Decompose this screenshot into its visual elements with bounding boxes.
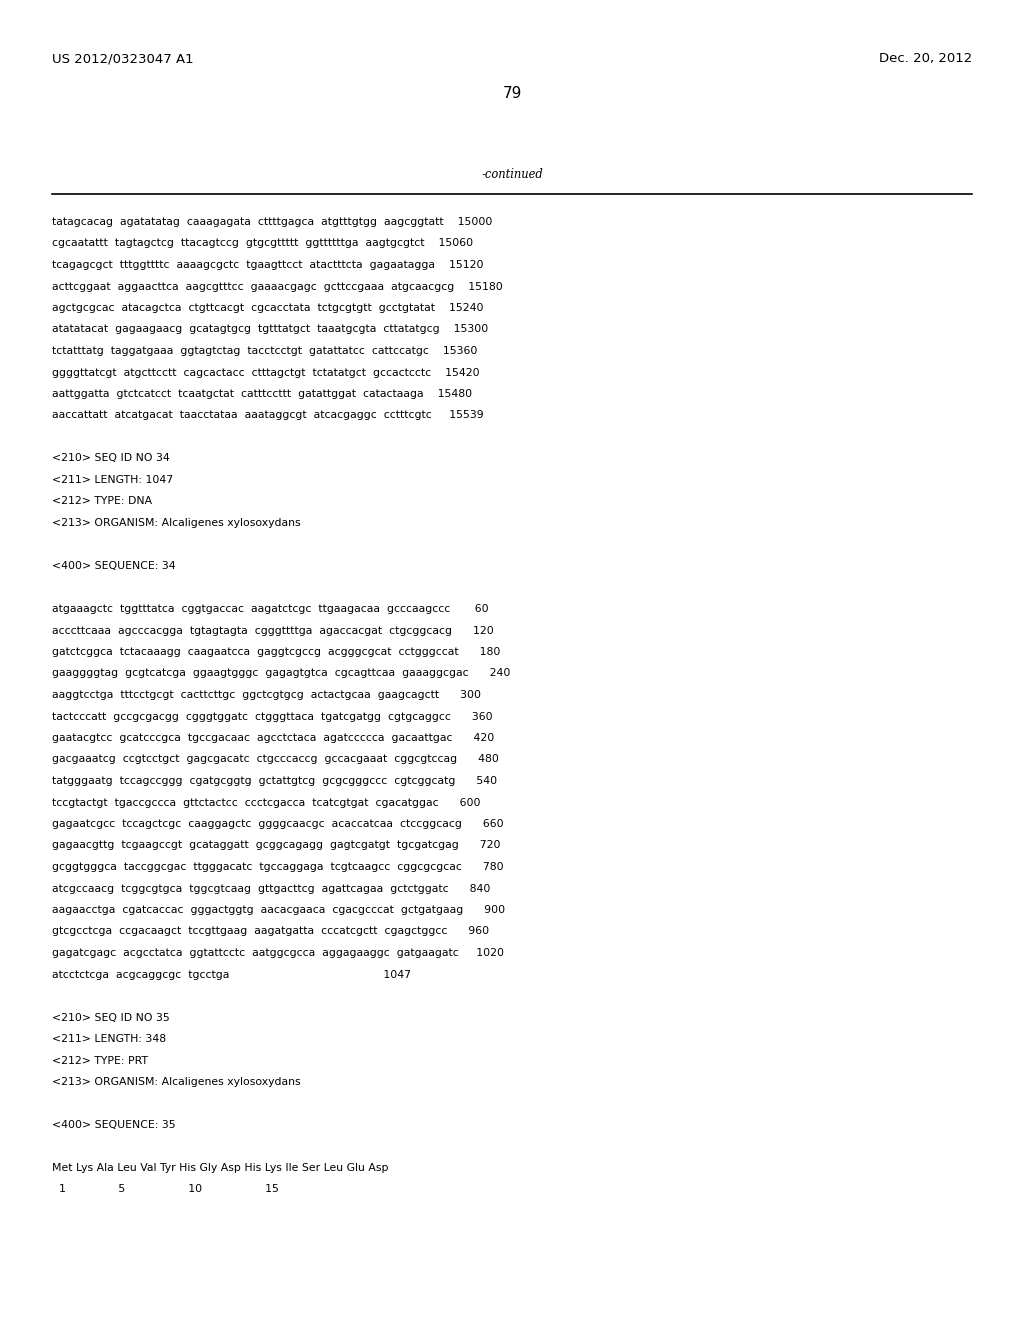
Text: tcagagcgct  tttggttttc  aaaagcgctc  tgaagttcct  atactttcta  gagaatagga    15120: tcagagcgct tttggttttc aaaagcgctc tgaagtt… — [52, 260, 483, 271]
Text: <211> LENGTH: 348: <211> LENGTH: 348 — [52, 1034, 166, 1044]
Text: <211> LENGTH: 1047: <211> LENGTH: 1047 — [52, 475, 173, 484]
Text: gagatcgagc  acgcctatca  ggtattcctc  aatggcgcca  aggagaaggc  gatgaagatc     1020: gagatcgagc acgcctatca ggtattcctc aatggcg… — [52, 948, 504, 958]
Text: atgaaagctc  tggtttatca  cggtgaccac  aagatctcgc  ttgaagacaa  gcccaagccc       60: atgaaagctc tggtttatca cggtgaccac aagatct… — [52, 605, 488, 614]
Text: cgcaatattt  tagtagctcg  ttacagtccg  gtgcgttttt  ggttttttga  aagtgcgtct    15060: cgcaatattt tagtagctcg ttacagtccg gtgcgtt… — [52, 239, 473, 248]
Text: ggggttatcgt  atgcttcctt  cagcactacc  ctttagctgt  tctatatgct  gccactcctc    15420: ggggttatcgt atgcttcctt cagcactacc ctttag… — [52, 367, 479, 378]
Text: aattggatta  gtctcatcct  tcaatgctat  catttccttt  gatattggat  catactaaga    15480: aattggatta gtctcatcct tcaatgctat catttcc… — [52, 389, 472, 399]
Text: Dec. 20, 2012: Dec. 20, 2012 — [879, 51, 972, 65]
Text: <210> SEQ ID NO 35: <210> SEQ ID NO 35 — [52, 1012, 170, 1023]
Text: <213> ORGANISM: Alcaligenes xylosoxydans: <213> ORGANISM: Alcaligenes xylosoxydans — [52, 1077, 301, 1086]
Text: tatagcacag  agatatatag  caaagagata  cttttgagca  atgtttgtgg  aagcggtatt    15000: tatagcacag agatatatag caaagagata cttttga… — [52, 216, 493, 227]
Text: tactcccatt  gccgcgacgg  cgggtggatc  ctgggttaca  tgatcgatgg  cgtgcaggcc      360: tactcccatt gccgcgacgg cgggtggatc ctgggtt… — [52, 711, 493, 722]
Text: aagaacctga  cgatcaccac  gggactggtg  aacacgaaca  cgacgcccat  gctgatgaag      900: aagaacctga cgatcaccac gggactggtg aacacga… — [52, 906, 505, 915]
Text: acttcggaat  aggaacttca  aagcgtttcc  gaaaacgagc  gcttccgaaa  atgcaacgcg    15180: acttcggaat aggaacttca aagcgtttcc gaaaacg… — [52, 281, 503, 292]
Text: <400> SEQUENCE: 35: <400> SEQUENCE: 35 — [52, 1119, 176, 1130]
Text: aaggtcctga  tttcctgcgt  cacttcttgc  ggctcgtgcg  actactgcaa  gaagcagctt      300: aaggtcctga tttcctgcgt cacttcttgc ggctcgt… — [52, 690, 481, 700]
Text: atcgccaacg  tcggcgtgca  tggcgtcaag  gttgacttcg  agattcagaa  gctctggatc      840: atcgccaacg tcggcgtgca tggcgtcaag gttgact… — [52, 883, 490, 894]
Text: atcctctcga  acgcaggcgc  tgcctga                                            1047: atcctctcga acgcaggcgc tgcctga 1047 — [52, 969, 411, 979]
Text: atatatacat  gagaagaacg  gcatagtgcg  tgtttatgct  taaatgcgta  cttatatgcg    15300: atatatacat gagaagaacg gcatagtgcg tgtttat… — [52, 325, 488, 334]
Text: gagaatcgcc  tccagctcgc  caaggagctc  ggggcaacgc  acaccatcaa  ctccggcacg      660: gagaatcgcc tccagctcgc caaggagctc ggggcaa… — [52, 818, 504, 829]
Text: <212> TYPE: PRT: <212> TYPE: PRT — [52, 1056, 148, 1065]
Text: gagaacgttg  tcgaagccgt  gcataggatt  gcggcagagg  gagtcgatgt  tgcgatcgag      720: gagaacgttg tcgaagccgt gcataggatt gcggcag… — [52, 841, 501, 850]
Text: tatgggaatg  tccagccggg  cgatgcggtg  gctattgtcg  gcgcgggccc  cgtcggcatg      540: tatgggaatg tccagccggg cgatgcggtg gctattg… — [52, 776, 497, 785]
Text: <210> SEQ ID NO 34: <210> SEQ ID NO 34 — [52, 454, 170, 463]
Text: 79: 79 — [503, 86, 521, 102]
Text: -continued: -continued — [481, 168, 543, 181]
Text: aaccattatt  atcatgacat  taacctataa  aaataggcgt  atcacgaggc  cctttcgtc     15539: aaccattatt atcatgacat taacctataa aaatagg… — [52, 411, 483, 421]
Text: acccttcaaa  agcccacgga  tgtagtagta  cgggttttga  agaccacgat  ctgcggcacg      120: acccttcaaa agcccacgga tgtagtagta cgggttt… — [52, 626, 494, 635]
Text: 1               5                  10                  15: 1 5 10 15 — [52, 1184, 279, 1195]
Text: gaatacgtcc  gcatcccgca  tgccgacaac  agcctctaca  agatccccca  gacaattgac      420: gaatacgtcc gcatcccgca tgccgacaac agcctct… — [52, 733, 495, 743]
Text: gatctcggca  tctacaaagg  caagaatcca  gaggtcgccg  acgggcgcat  cctgggccat      180: gatctcggca tctacaaagg caagaatcca gaggtcg… — [52, 647, 501, 657]
Text: <400> SEQUENCE: 34: <400> SEQUENCE: 34 — [52, 561, 176, 572]
Text: gtcgcctcga  ccgacaagct  tccgttgaag  aagatgatta  cccatcgctt  cgagctggcc      960: gtcgcctcga ccgacaagct tccgttgaag aagatga… — [52, 927, 489, 936]
Text: gcggtgggca  taccggcgac  ttgggacatc  tgccaggaga  tcgtcaagcc  cggcgcgcac      780: gcggtgggca taccggcgac ttgggacatc tgccagg… — [52, 862, 504, 873]
Text: US 2012/0323047 A1: US 2012/0323047 A1 — [52, 51, 194, 65]
Text: gaaggggtag  gcgtcatcga  ggaagtgggc  gagagtgtca  cgcagttcaa  gaaaggcgac      240: gaaggggtag gcgtcatcga ggaagtgggc gagagtg… — [52, 668, 510, 678]
Text: Met Lys Ala Leu Val Tyr His Gly Asp His Lys Ile Ser Leu Glu Asp: Met Lys Ala Leu Val Tyr His Gly Asp His … — [52, 1163, 388, 1173]
Text: tctatttatg  taggatgaaa  ggtagtctag  tacctcctgt  gatattatcc  cattccatgc    15360: tctatttatg taggatgaaa ggtagtctag tacctcc… — [52, 346, 477, 356]
Text: tccgtactgt  tgaccgccca  gttctactcc  ccctcgacca  tcatcgtgat  cgacatggac      600: tccgtactgt tgaccgccca gttctactcc ccctcga… — [52, 797, 480, 808]
Text: <213> ORGANISM: Alcaligenes xylosoxydans: <213> ORGANISM: Alcaligenes xylosoxydans — [52, 517, 301, 528]
Text: <212> TYPE: DNA: <212> TYPE: DNA — [52, 496, 153, 507]
Text: gacgaaatcg  ccgtcctgct  gagcgacatc  ctgcccaccg  gccacgaaat  cggcgtccag      480: gacgaaatcg ccgtcctgct gagcgacatc ctgccca… — [52, 755, 499, 764]
Text: agctgcgcac  atacagctca  ctgttcacgt  cgcacctata  tctgcgtgtt  gcctgtatat    15240: agctgcgcac atacagctca ctgttcacgt cgcacct… — [52, 304, 483, 313]
